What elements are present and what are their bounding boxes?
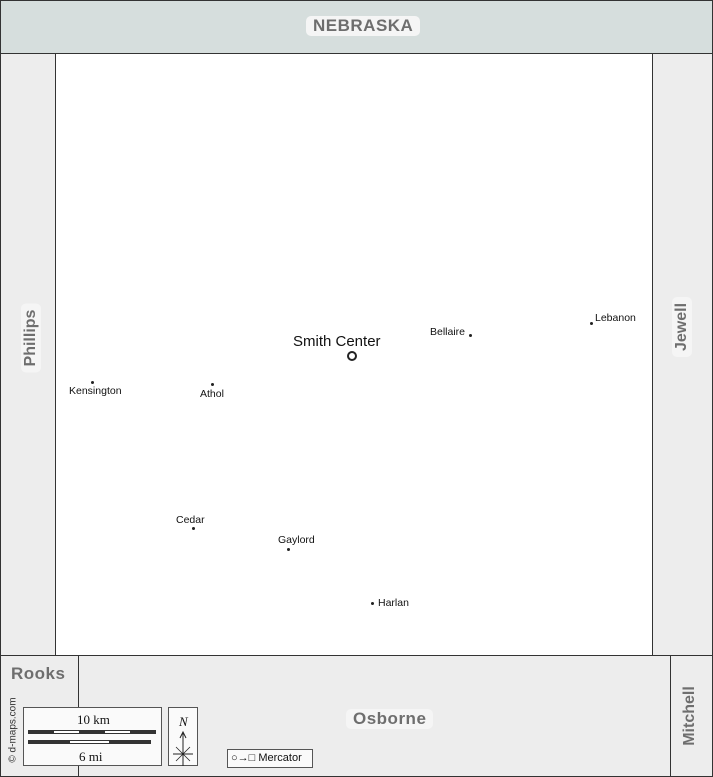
town-marker-gaylord: [287, 548, 290, 551]
label-mitchell: Mitchell: [681, 686, 698, 746]
north-arrow: N: [168, 707, 198, 766]
projection-label: Mercator: [258, 752, 302, 764]
scale-mi-label: 6 mi: [79, 749, 103, 764]
town-marker-cedar: [192, 527, 195, 530]
scale-mi-bar: [28, 740, 151, 744]
town-marker-lebanon: [590, 322, 593, 325]
label-nebraska: NEBRASKA: [306, 16, 421, 36]
town-label-lebanon: Lebanon: [595, 312, 636, 324]
projection-note: ○→□ Mercator: [227, 749, 313, 768]
label-osborne: Osborne: [346, 709, 434, 729]
north-label: N: [179, 714, 188, 729]
label-rooks: Rooks: [11, 664, 66, 683]
county-seat-label: Smith Center: [293, 333, 381, 350]
town-marker-harlan: [371, 602, 374, 605]
scale-km-bar: [28, 730, 156, 734]
compass-rose-icon: [173, 730, 193, 766]
town-marker-kensington: [91, 381, 94, 384]
county-seat-marker: [347, 351, 357, 361]
town-label-bellaire: Bellaire: [430, 326, 466, 338]
credit-text: © d-maps.com: [7, 697, 19, 763]
town-marker-bellaire: [469, 334, 472, 337]
scale-km-label: 10 km: [77, 712, 110, 727]
town-label-kensington: Kensington: [69, 385, 122, 397]
town-marker-athol: [211, 383, 214, 386]
scale-bar: 10 km 6 mi: [23, 707, 162, 766]
town-label-harlan: Harlan: [378, 597, 409, 609]
label-phillips: Phillips: [21, 303, 41, 373]
town-label-gaylord: Gaylord: [278, 534, 315, 546]
town-label-athol: Athol: [200, 388, 224, 400]
town-label-cedar: Cedar: [176, 514, 205, 526]
label-jewell: Jewell: [672, 296, 692, 358]
projection-icon: ○→□: [231, 752, 256, 764]
